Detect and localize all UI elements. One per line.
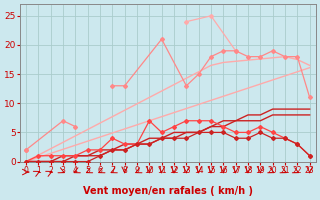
X-axis label: Vent moyen/en rafales ( km/h ): Vent moyen/en rafales ( km/h ): [83, 186, 253, 196]
